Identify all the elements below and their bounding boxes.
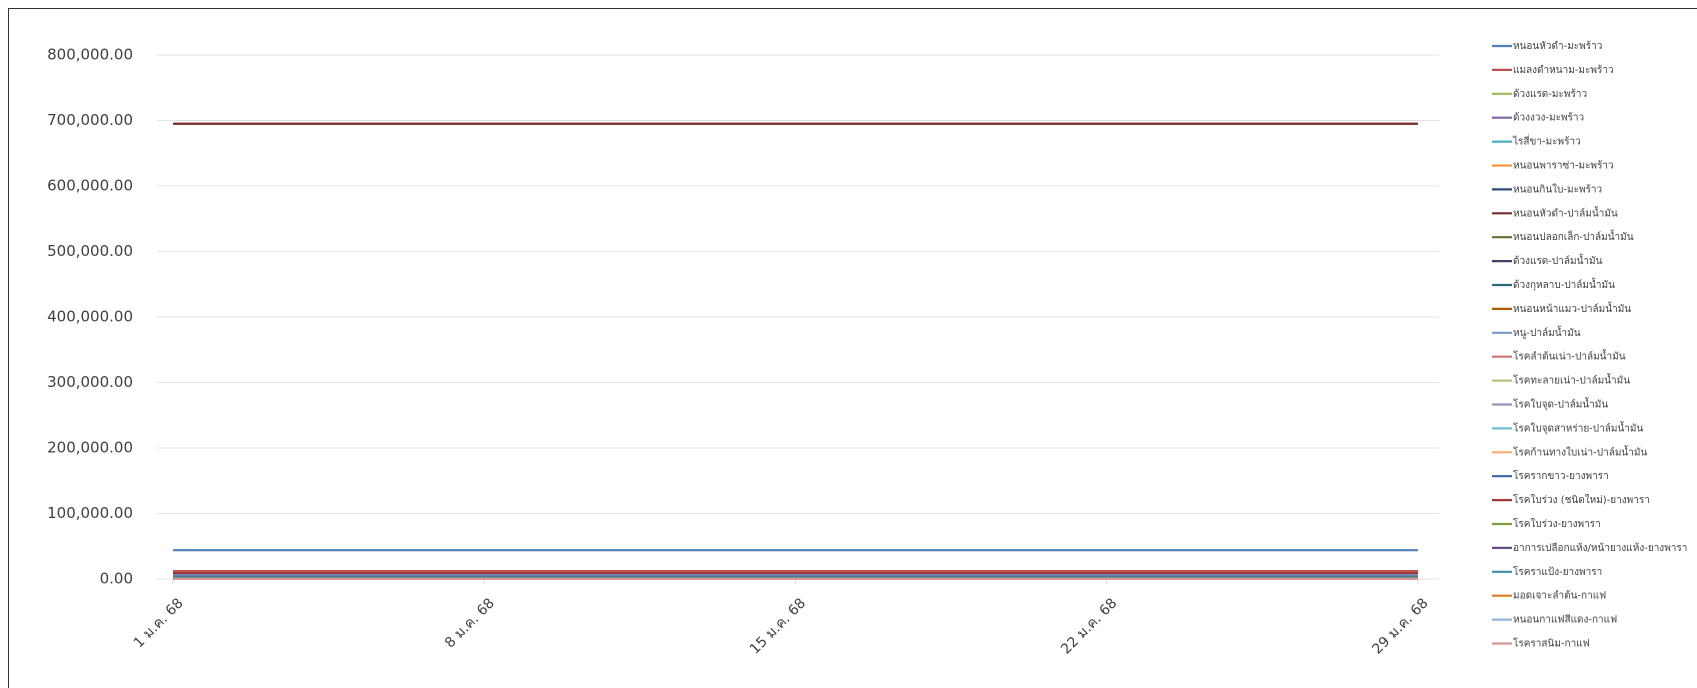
legend-label: โรครากขาว-ยางพารา bbox=[1513, 469, 1609, 482]
legend-label: โรคลำต้นเน่า-ปาล์มน้ำมัน bbox=[1513, 349, 1626, 363]
y-tick-label: 500,000.00 bbox=[47, 242, 133, 260]
y-tick-label: 600,000.00 bbox=[47, 177, 133, 195]
legend-label: แมลงดำหนาม-มะพร้าว bbox=[1513, 64, 1614, 76]
x-tick-label: 29 ม.ค. 68 bbox=[1369, 595, 1431, 657]
y-tick-label: 800,000.00 bbox=[47, 46, 133, 64]
x-tick-label: 8 ม.ค. 68 bbox=[442, 595, 498, 651]
legend-label: โรคใบจุด-ปาล์มน้ำมัน bbox=[1513, 397, 1608, 411]
legend-label: โรคใบร่วง-ยางพารา bbox=[1513, 517, 1601, 530]
x-tick-label: 15 ม.ค. 68 bbox=[747, 595, 809, 657]
y-tick-label: 300,000.00 bbox=[47, 373, 133, 391]
x-tick-label: 22 ม.ค. 68 bbox=[1058, 595, 1120, 657]
legend-label: ด้วงแรด-ปาล์มน้ำมัน bbox=[1513, 253, 1603, 267]
frame bbox=[8, 8, 1697, 688]
legend-label: โรคใบจุดสาหร่าย-ปาล์มน้ำมัน bbox=[1513, 420, 1644, 434]
legend-label: หนอนหัวดำ-ปาล์มน้ำมัน bbox=[1513, 205, 1618, 219]
legend-label: ด้วงแรด-มะพร้าว bbox=[1513, 88, 1587, 100]
legend-label: หนอนปลอกเล็ก-ปาล์มน้ำมัน bbox=[1513, 229, 1634, 243]
legend-label: อาการเปลือกแห้ง/หน้ายางแห้ง-ยางพารา bbox=[1513, 542, 1687, 554]
legend-label: โรคก้านทางใบเน่า-ปาล์มน้ำมัน bbox=[1513, 444, 1647, 458]
legend-label: โรคราแป้ง-ยางพารา bbox=[1513, 565, 1602, 578]
y-tick-label: 200,000.00 bbox=[47, 439, 133, 457]
legend-label: โรคใบร่วง (ชนิดใหม่)-ยางพารา bbox=[1513, 493, 1650, 506]
legend-label: ด้วงกุหลาบ-ปาล์มน้ำมัน bbox=[1513, 277, 1615, 291]
legend-label: โรคทะลายเน่า-ปาล์มน้ำมัน bbox=[1513, 373, 1630, 387]
legend-label: โรคราสนิม-กาแฟ bbox=[1513, 637, 1590, 650]
y-tick-label: 400,000.00 bbox=[47, 308, 133, 326]
legend-label: หนอนกาแฟสีแดง-กาแฟ bbox=[1513, 614, 1617, 626]
legend-label: หนอนกินใบ-มะพร้าว bbox=[1513, 183, 1602, 195]
legend-label: หนอนหัวดำ-มะพร้าว bbox=[1513, 40, 1602, 52]
x-tick-label: 1 ม.ค. 68 bbox=[131, 595, 187, 651]
legend-label: มอดเจาะลำต้น-กาแฟ bbox=[1513, 590, 1606, 602]
legend-label: หนู-ปาล์มน้ำมัน bbox=[1513, 325, 1581, 339]
legend-label: ไรสี่ขา-มะพร้าว bbox=[1512, 134, 1581, 148]
legend-label: หนอนหน้าแมว-ปาล์มน้ำมัน bbox=[1513, 301, 1631, 315]
legend-label: หนอนพาราซ่า-มะพร้าว bbox=[1513, 160, 1614, 172]
y-tick-label: 100,000.00 bbox=[47, 504, 133, 522]
legend-label: ด้วงงวง-มะพร้าว bbox=[1513, 112, 1584, 124]
y-tick-label: 0.00 bbox=[100, 570, 133, 588]
y-tick-label: 700,000.00 bbox=[47, 111, 133, 129]
